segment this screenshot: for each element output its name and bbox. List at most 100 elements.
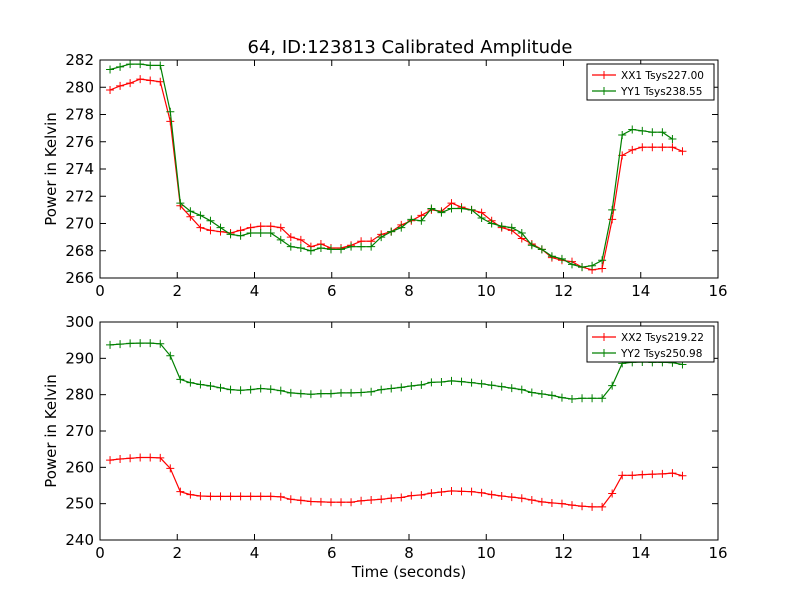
data-point [638, 143, 647, 152]
data-point [256, 492, 265, 501]
legend-marker [600, 333, 608, 341]
data-point [196, 492, 205, 501]
data-point [146, 76, 155, 85]
data-point [447, 204, 456, 213]
data-point [407, 215, 416, 224]
x-tick-label: 16 [708, 282, 727, 300]
data-point [588, 261, 597, 270]
data-point [557, 499, 566, 508]
data-point [507, 223, 516, 232]
legend-label: XX1 Tsys227.00 [621, 70, 704, 82]
data-point [337, 498, 346, 507]
data-point [166, 107, 175, 116]
y-tick-label: 266 [65, 269, 94, 287]
data-point [276, 223, 285, 232]
data-point [146, 61, 155, 70]
data-point [578, 502, 587, 511]
data-point [367, 387, 376, 396]
data-point [136, 339, 145, 348]
data-point [236, 492, 245, 501]
y-tick-label: 278 [65, 106, 94, 124]
x-tick-label: 4 [250, 282, 260, 300]
x-tick-label: 0 [95, 282, 105, 300]
data-point [527, 388, 536, 397]
data-point [166, 464, 175, 473]
legend-label: YY1 Tsys238.55 [620, 86, 702, 98]
data-point [196, 211, 205, 220]
y-tick-label: 274 [65, 160, 94, 178]
data-point [397, 223, 406, 232]
data-point [567, 395, 576, 404]
data-point [286, 495, 295, 504]
data-point [156, 77, 165, 86]
data-point [608, 215, 617, 224]
data-point [136, 75, 145, 84]
data-point [226, 230, 235, 239]
data-point [407, 381, 416, 390]
data-point [106, 85, 115, 94]
data-point [206, 226, 215, 235]
data-point [567, 501, 576, 510]
data-point [537, 497, 546, 506]
y-tick-label: 282 [65, 51, 94, 69]
data-point [357, 496, 366, 505]
data-point [166, 351, 175, 360]
data-point [276, 386, 285, 395]
data-point [648, 143, 657, 152]
y-axis-label: Power in Kelvin [42, 112, 60, 226]
data-point [146, 339, 155, 348]
data-point [246, 229, 255, 238]
data-point [567, 260, 576, 269]
data-point [608, 489, 617, 498]
data-point [146, 453, 155, 462]
data-point [387, 494, 396, 503]
legend-box [586, 63, 715, 101]
legend-marker [600, 87, 608, 95]
x-tick-label: 16 [708, 544, 727, 562]
data-point [638, 126, 647, 135]
data-point [467, 205, 476, 214]
x-tick-label: 12 [554, 544, 573, 562]
data-point [427, 489, 436, 498]
data-point [487, 490, 496, 499]
data-point [116, 62, 125, 71]
data-point [477, 214, 486, 223]
data-point [557, 393, 566, 402]
data-point [156, 61, 165, 70]
data-point [326, 245, 335, 254]
series-line [109, 342, 683, 400]
data-point [236, 386, 245, 395]
data-point [106, 456, 115, 465]
y-tick-label: 250 [65, 495, 94, 513]
data-point [497, 492, 506, 501]
data-point [106, 340, 115, 349]
data-point [658, 143, 667, 152]
data-point [387, 227, 396, 236]
data-point [547, 252, 556, 261]
data-point [457, 487, 466, 496]
data-point [206, 381, 215, 390]
y-tick-label: 272 [65, 187, 94, 205]
data-point [266, 229, 275, 238]
data-point [246, 492, 255, 501]
data-point [437, 377, 446, 386]
data-point [216, 492, 225, 501]
y-tick-label: 260 [65, 458, 94, 476]
data-point [136, 60, 145, 69]
data-point [347, 388, 356, 397]
data-point [377, 233, 386, 242]
data-point [296, 496, 305, 505]
data-point [588, 502, 597, 511]
data-point [306, 246, 315, 255]
data-point [658, 128, 667, 137]
data-point [367, 496, 376, 505]
data-point [116, 454, 125, 463]
data-point [517, 385, 526, 394]
data-point [196, 223, 205, 232]
data-point [648, 470, 657, 479]
data-point [457, 377, 466, 386]
upper-plot: 0 2 4 6 8 10 12 14 16 266 268 270 272 274 276 278 280 282… [42, 51, 728, 300]
data-point [166, 117, 175, 126]
data-point [126, 79, 135, 88]
